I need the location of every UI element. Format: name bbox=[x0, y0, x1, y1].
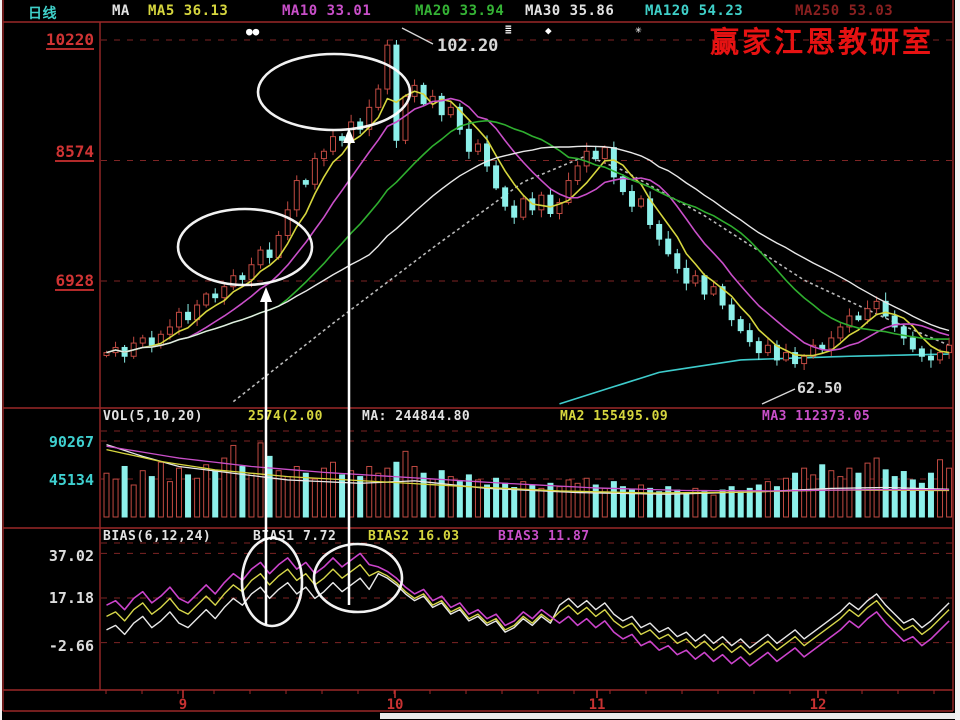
period-label[interactable]: 日线 bbox=[28, 6, 57, 22]
y-axis-label-bias: -2.66 bbox=[48, 637, 94, 655]
horizontal-scrollbar[interactable] bbox=[380, 713, 955, 719]
screen-edge bbox=[0, 0, 2, 720]
chart-marker-icon: ◆ bbox=[545, 24, 552, 37]
y-axis-label-price: 6928 bbox=[55, 271, 94, 291]
vol-ma2-label: MA2 155495.09 bbox=[560, 409, 669, 424]
svg-text:62.50: 62.50 bbox=[797, 379, 842, 397]
bias-indicator-name[interactable]: BIAS(6,12,24) bbox=[103, 529, 212, 544]
svg-text:12: 12 bbox=[810, 697, 827, 713]
bias3-label: BIAS3 11.87 bbox=[498, 529, 590, 544]
y-axis-label-bias: 17.18 bbox=[48, 589, 94, 607]
screen-edge bbox=[955, 0, 960, 720]
ma250-label: MA250 53.03 bbox=[795, 3, 894, 19]
ma-label: MA bbox=[112, 3, 130, 19]
ma20-label: MA20 33.94 bbox=[415, 3, 505, 19]
ma30-label: MA30 35.86 bbox=[525, 3, 615, 19]
vol-indicator-name[interactable]: VOL(5,10,20) bbox=[103, 409, 203, 424]
y-axis-label-volume: 45134 bbox=[48, 471, 94, 489]
y-axis-label-price: 8574 bbox=[55, 142, 94, 162]
vol-ma3-label: MA3 112373.05 bbox=[762, 409, 871, 424]
ma120-label: MA120 54.23 bbox=[645, 3, 744, 19]
svg-text:11: 11 bbox=[589, 697, 606, 713]
chart-marker-icon: ●● bbox=[246, 25, 260, 38]
vol-ma1-label: MA: 244844.80 bbox=[362, 409, 471, 424]
y-axis-label-volume: 90267 bbox=[48, 433, 94, 451]
y-axis-label-price: 10220 bbox=[45, 30, 94, 50]
chart-marker-icon: ≣ bbox=[505, 23, 512, 36]
svg-text:102.20: 102.20 bbox=[437, 36, 498, 56]
ma10-label: MA10 33.01 bbox=[282, 3, 372, 19]
svg-text:10: 10 bbox=[387, 697, 404, 713]
svg-text:9: 9 bbox=[179, 697, 187, 713]
bias2-label: BIAS2 16.03 bbox=[368, 529, 460, 544]
ma5-label: MA5 36.13 bbox=[148, 3, 229, 19]
chart-marker-icon: ✳ bbox=[635, 23, 642, 36]
y-axis-label-bias: 37.02 bbox=[48, 547, 94, 565]
watermark-text: 赢家江恩教研室 bbox=[709, 25, 934, 59]
